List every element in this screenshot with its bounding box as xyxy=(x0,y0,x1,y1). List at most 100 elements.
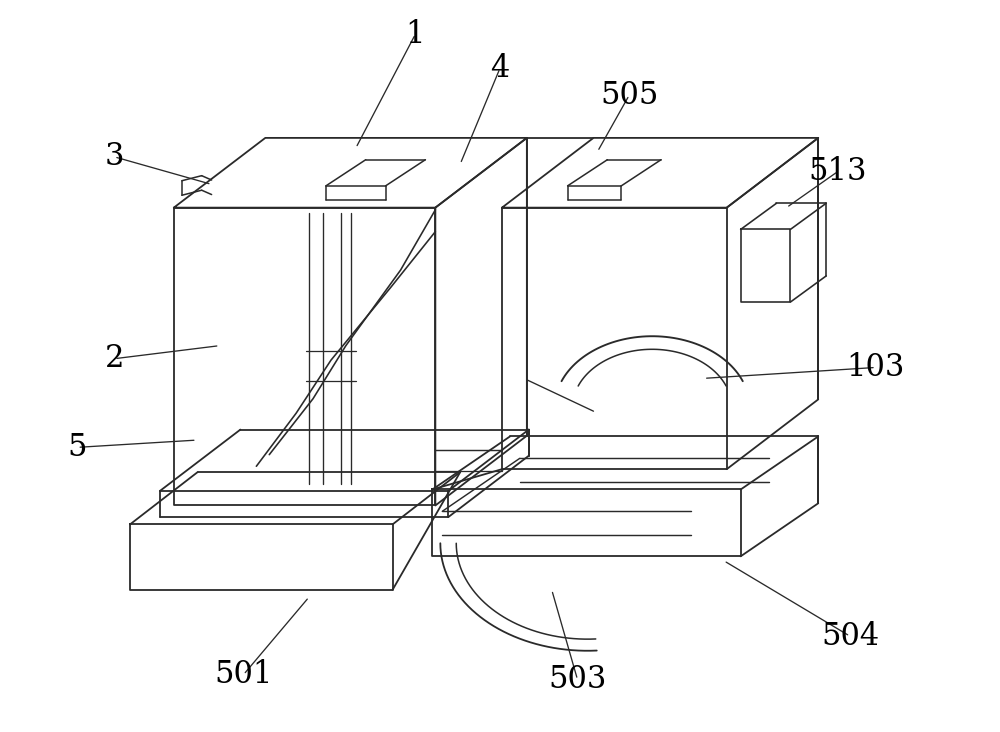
Point xyxy=(196,171,208,180)
Point xyxy=(300,376,312,385)
Point xyxy=(380,182,392,190)
Point xyxy=(454,468,466,477)
Point xyxy=(562,182,574,190)
Line: 2 pts: 2 pts xyxy=(160,430,240,491)
Point xyxy=(234,425,246,434)
Point xyxy=(320,182,332,190)
Text: 5: 5 xyxy=(68,432,87,463)
Point xyxy=(154,512,166,521)
Point xyxy=(812,395,824,404)
Text: 501: 501 xyxy=(214,660,273,690)
Point xyxy=(523,452,535,460)
Point xyxy=(176,176,188,185)
Line: 2 pts: 2 pts xyxy=(432,436,510,490)
Point xyxy=(562,196,574,205)
Point xyxy=(436,507,448,515)
Point xyxy=(615,182,627,190)
Point xyxy=(820,199,832,208)
Text: 3: 3 xyxy=(104,141,124,172)
Line: 2 pts: 2 pts xyxy=(182,190,202,195)
Line: 2 pts: 2 pts xyxy=(790,276,826,302)
Point xyxy=(521,133,533,142)
Point xyxy=(735,485,747,494)
Point xyxy=(436,530,448,539)
Point xyxy=(196,171,208,180)
Point xyxy=(521,376,533,384)
Point xyxy=(504,432,516,441)
Point xyxy=(419,155,431,164)
Line: 2 pts: 2 pts xyxy=(527,430,529,436)
Point xyxy=(523,425,535,434)
Point xyxy=(436,507,448,515)
Point xyxy=(562,182,574,190)
Line: 2 pts: 2 pts xyxy=(202,176,212,180)
Point xyxy=(523,452,535,460)
Line: 2 pts: 2 pts xyxy=(182,176,202,181)
Point xyxy=(442,512,454,521)
Line: 2 pts: 2 pts xyxy=(448,430,529,491)
Point xyxy=(442,512,454,521)
Point xyxy=(454,468,466,477)
Point xyxy=(820,199,832,208)
Point xyxy=(655,155,667,164)
Point xyxy=(303,209,315,218)
Line: 2 pts: 2 pts xyxy=(527,380,593,411)
Point xyxy=(587,133,599,142)
Line: 2 pts: 2 pts xyxy=(202,190,212,195)
Point xyxy=(380,182,392,190)
Point xyxy=(615,196,627,205)
Line: 2 pts: 2 pts xyxy=(568,160,607,186)
Line: 2 pts: 2 pts xyxy=(393,472,460,590)
Point xyxy=(655,155,667,164)
Point xyxy=(812,395,824,404)
Point xyxy=(496,465,508,474)
Point xyxy=(317,209,329,218)
Point xyxy=(320,182,332,190)
Text: 103: 103 xyxy=(847,352,905,383)
Point xyxy=(317,479,329,488)
Point xyxy=(685,530,697,539)
Point xyxy=(335,479,347,488)
Point xyxy=(196,186,208,195)
Point xyxy=(176,191,188,200)
Point xyxy=(380,196,392,205)
Line: 2 pts: 2 pts xyxy=(326,160,366,186)
Point xyxy=(820,272,832,280)
Point xyxy=(320,196,332,205)
Point xyxy=(176,176,188,185)
Point xyxy=(496,467,508,476)
Point xyxy=(812,432,824,441)
Point xyxy=(721,203,733,212)
Line: 2 pts: 2 pts xyxy=(741,436,818,490)
Point xyxy=(812,133,824,142)
Text: 4: 4 xyxy=(490,53,510,83)
Point xyxy=(762,454,774,463)
Point xyxy=(523,425,535,434)
Text: 2: 2 xyxy=(104,343,124,374)
Point xyxy=(812,499,824,508)
Point xyxy=(300,347,312,356)
Point xyxy=(320,196,332,205)
Point xyxy=(234,425,246,434)
Line: 2 pts: 2 pts xyxy=(448,456,529,517)
Line: 2 pts: 2 pts xyxy=(130,472,198,524)
Point xyxy=(735,225,747,234)
Point xyxy=(154,487,166,496)
Line: 2 pts: 2 pts xyxy=(741,504,818,556)
Point xyxy=(601,155,613,164)
Point xyxy=(496,445,508,454)
Point xyxy=(504,432,516,441)
Point xyxy=(303,479,315,488)
Point xyxy=(206,190,218,199)
Point xyxy=(812,432,824,441)
Point xyxy=(426,485,438,494)
Point xyxy=(784,225,796,234)
Text: 1: 1 xyxy=(406,18,425,50)
Point xyxy=(523,425,535,434)
Point xyxy=(514,477,526,486)
Point xyxy=(812,395,824,404)
Point xyxy=(762,477,774,486)
Line: 2 pts: 2 pts xyxy=(790,203,826,229)
Point xyxy=(176,191,188,200)
Point xyxy=(812,133,824,142)
